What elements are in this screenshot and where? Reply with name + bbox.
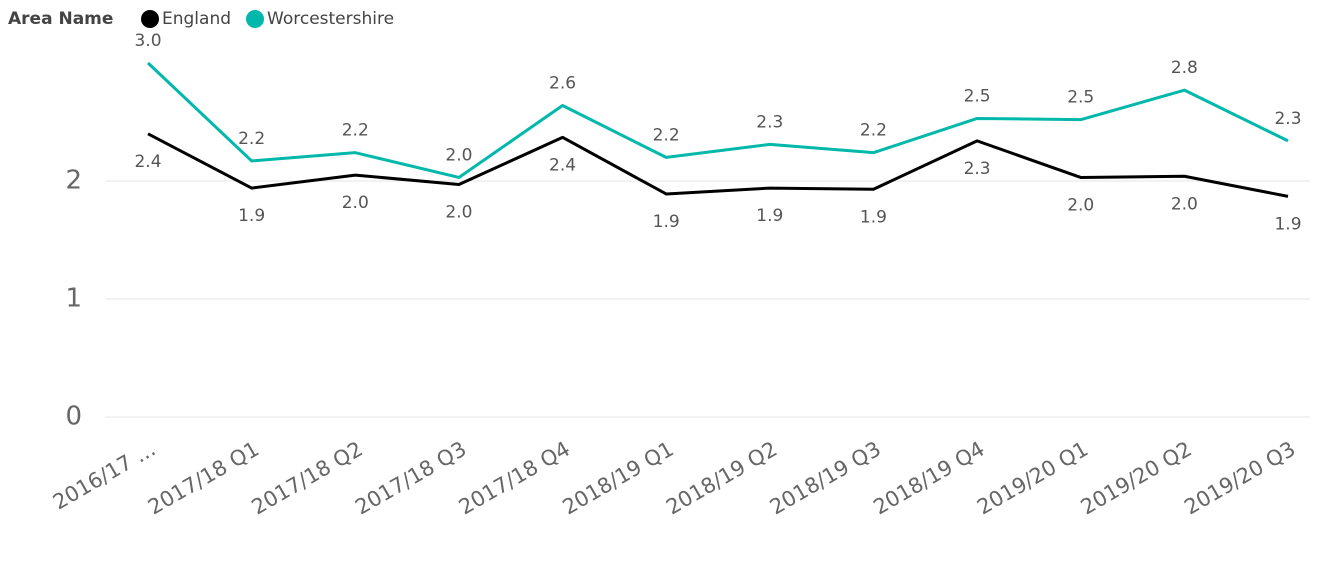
data-label: 2.2 bbox=[238, 129, 265, 149]
legend-label: Worcestershire bbox=[267, 9, 394, 29]
data-label: 2.0 bbox=[1171, 194, 1198, 214]
data-label: 2.0 bbox=[445, 145, 472, 165]
x-tick-label: 2017/18 Q3 bbox=[351, 437, 470, 520]
x-tick-label: 2019/20 Q2 bbox=[1077, 437, 1196, 520]
y-tick-label: 2 bbox=[65, 166, 82, 196]
x-tick-label: 2018/19 Q4 bbox=[869, 437, 988, 520]
legend-marker bbox=[141, 10, 159, 28]
data-label: 1.9 bbox=[756, 206, 783, 226]
data-label: 1.9 bbox=[238, 206, 265, 226]
data-label: 2.5 bbox=[964, 86, 991, 106]
data-label: 2.8 bbox=[1171, 58, 1198, 78]
data-label: 1.9 bbox=[653, 212, 680, 232]
x-tick-label: 2017/18 Q4 bbox=[455, 437, 574, 520]
series-line bbox=[147, 132, 1289, 198]
x-tick-label: 2017/18 Q1 bbox=[144, 437, 263, 520]
x-tick-label: 2019/20 Q1 bbox=[973, 437, 1092, 520]
data-label: 2.3 bbox=[1274, 109, 1301, 129]
data-label: 2.2 bbox=[342, 121, 369, 141]
series-line bbox=[146, 61, 1289, 179]
data-label: 2.4 bbox=[134, 152, 161, 172]
data-label: 2.4 bbox=[549, 155, 576, 175]
data-label: 1.9 bbox=[860, 207, 887, 227]
legend-label: England bbox=[162, 9, 231, 29]
data-label: 2.5 bbox=[1067, 88, 1094, 108]
y-tick-label: 1 bbox=[65, 284, 82, 314]
data-label: 2.0 bbox=[342, 193, 369, 213]
x-tick-label: 2016/17 ... bbox=[49, 437, 160, 515]
data-label: 2.2 bbox=[653, 125, 680, 145]
x-tick-label: 2018/19 Q2 bbox=[662, 437, 781, 520]
data-label: 1.9 bbox=[1274, 214, 1301, 234]
x-tick-label: 2018/19 Q1 bbox=[558, 437, 677, 520]
y-tick-label: 0 bbox=[65, 402, 82, 432]
data-label: 2.6 bbox=[549, 73, 576, 93]
data-label: 2.0 bbox=[1067, 195, 1094, 215]
data-label: 2.3 bbox=[756, 112, 783, 132]
data-label: 3.0 bbox=[134, 31, 161, 51]
data-label: 2.3 bbox=[964, 159, 991, 179]
x-tick-label: 2018/19 Q3 bbox=[766, 437, 885, 520]
x-tick-label: 2017/18 Q2 bbox=[248, 437, 367, 520]
legend-marker bbox=[246, 10, 265, 28]
x-tick-label: 2019/20 Q3 bbox=[1180, 437, 1299, 520]
data-label: 2.0 bbox=[445, 203, 472, 223]
legend-title: Area Name bbox=[8, 9, 113, 29]
data-label: 2.2 bbox=[860, 121, 887, 141]
